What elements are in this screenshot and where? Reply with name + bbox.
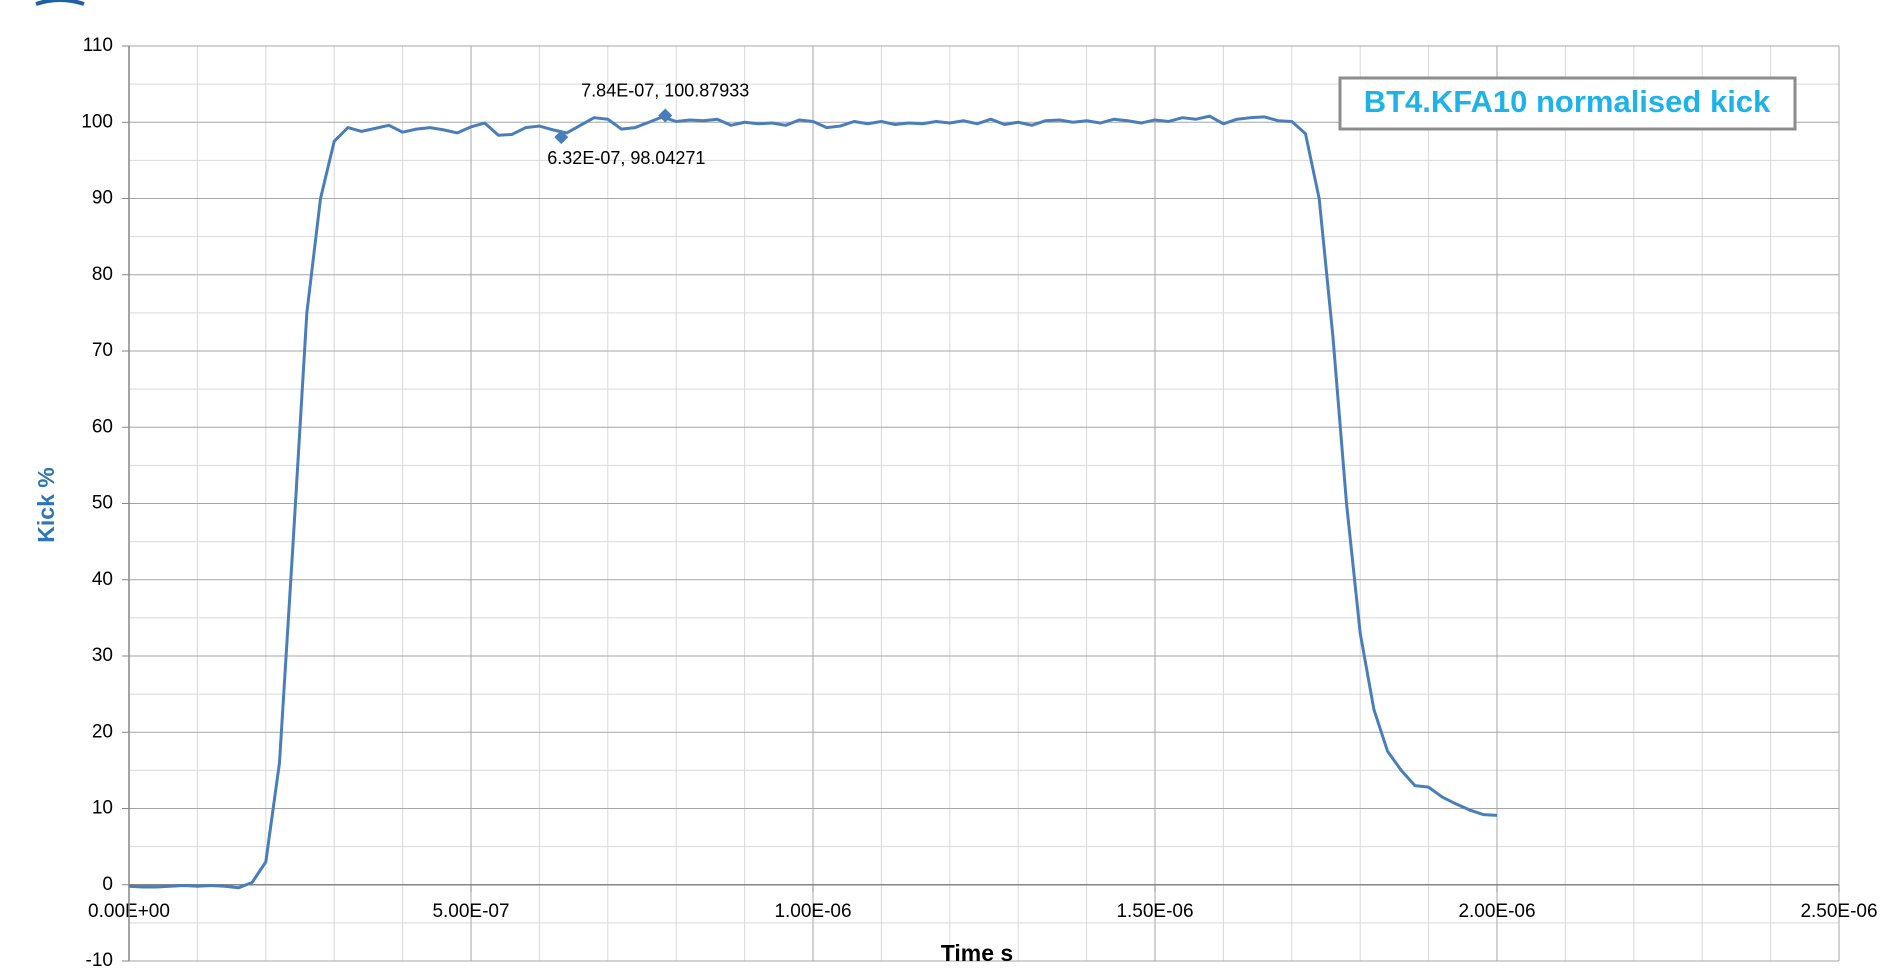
x-tick-label: 5.00E-07 — [432, 901, 509, 922]
y-tick-label: -10 — [86, 950, 113, 971]
y-tick-label: 40 — [92, 569, 113, 590]
y-tick-label: 80 — [92, 264, 113, 285]
title-box — [1338, 76, 1797, 131]
y-tick-label: 60 — [92, 416, 113, 437]
logo — [35, 0, 85, 6]
annotation-marker — [658, 108, 673, 123]
y-tick-label: 50 — [92, 493, 113, 514]
y-tick-label: 100 — [81, 111, 113, 132]
annotation-label: 7.84E-07, 100.87933 — [581, 80, 749, 100]
y-tick-label: 20 — [92, 721, 113, 742]
plot: 7.84E-07, 100.87933 6.32E-07, 98.04271 — [128, 80, 1498, 890]
x-tick-label: 2.50E-06 — [1800, 901, 1877, 922]
annotation-label: 6.32E-07, 98.04271 — [547, 148, 705, 168]
y-tick-label: 10 — [92, 798, 113, 819]
x-tick-label: 2.00E-06 — [1458, 901, 1535, 922]
y-tick-label: 30 — [92, 645, 113, 666]
y-tick-label: 70 — [92, 340, 113, 361]
data-line — [128, 114, 1498, 890]
y-axis-label: Kick % — [33, 467, 59, 542]
x-axis-label: Time s — [941, 940, 1013, 966]
y-tick-label: 90 — [92, 188, 113, 209]
chart-title: BT4.KFA10 normalised kick — [1364, 84, 1771, 119]
x-tick-label: 1.50E-06 — [1116, 901, 1193, 922]
x-tick-label: 1.00E-06 — [774, 901, 851, 922]
annotation-marker — [554, 130, 569, 145]
y-tick-label: 0 — [102, 874, 113, 895]
y-tick-label: 110 — [83, 35, 113, 56]
